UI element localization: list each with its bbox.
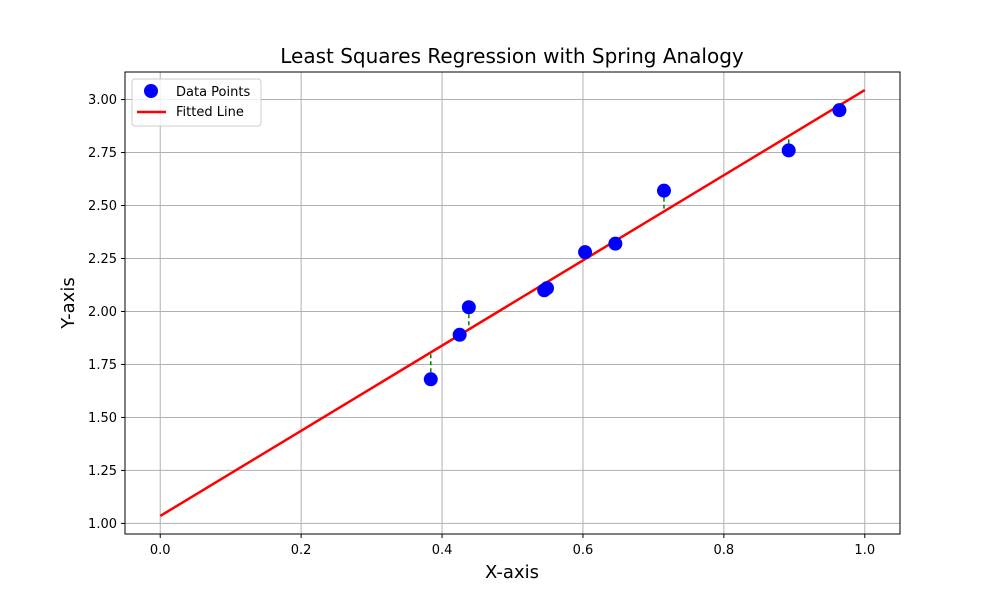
y-tick-label: 1.25 (88, 464, 117, 479)
x-tick-label: 0.0 (150, 543, 171, 558)
grid (125, 72, 900, 534)
data-point (540, 281, 555, 296)
y-tick-label: 2.75 (88, 146, 117, 161)
legend-data-points-label: Data Points (176, 85, 250, 100)
legend-data-points-marker (144, 84, 158, 98)
x-tick-label: 0.4 (432, 543, 453, 558)
data-point (656, 183, 671, 198)
data-points-layer (423, 103, 847, 387)
y-tick-label: 2.50 (88, 199, 117, 214)
y-tick-label: 1.00 (88, 517, 117, 532)
axis-ticks: 0.0 0.2 0.4 0.6 0.8 1.0 1.00 1.25 1.50 1.75 2.00 2.… (88, 93, 875, 558)
y-tick-label: 3.00 (88, 93, 117, 108)
x-tick-label: 1.0 (854, 543, 875, 558)
x-axis-label: X-axis (485, 562, 539, 583)
data-point (781, 143, 796, 158)
y-tick-label: 2.25 (88, 252, 117, 267)
plot-frame (124, 71, 901, 535)
data-point (461, 300, 476, 315)
y-tick-label: 2.00 (88, 305, 117, 320)
chart-title: Least Squares Regression with Spring Ana… (280, 44, 744, 68)
x-tick-label: 0.8 (714, 543, 735, 558)
data-point (578, 245, 593, 260)
y-tick-label: 1.75 (88, 358, 117, 373)
y-tick-label: 1.50 (88, 411, 117, 426)
legend: Data Points Fitted Line (131, 78, 262, 127)
fitted-line-layer (159, 88, 866, 518)
x-tick-label: 0.6 (573, 543, 594, 558)
legend-fitted-line-label: Fitted Line (176, 105, 244, 120)
legend-box (131, 78, 262, 127)
data-point (423, 372, 438, 387)
data-point (452, 327, 467, 342)
y-axis-label: Y-axis (58, 277, 79, 329)
data-point (608, 236, 623, 251)
fitted-line (159, 88, 866, 518)
data-point (832, 103, 847, 118)
x-tick-label: 0.2 (291, 543, 312, 558)
